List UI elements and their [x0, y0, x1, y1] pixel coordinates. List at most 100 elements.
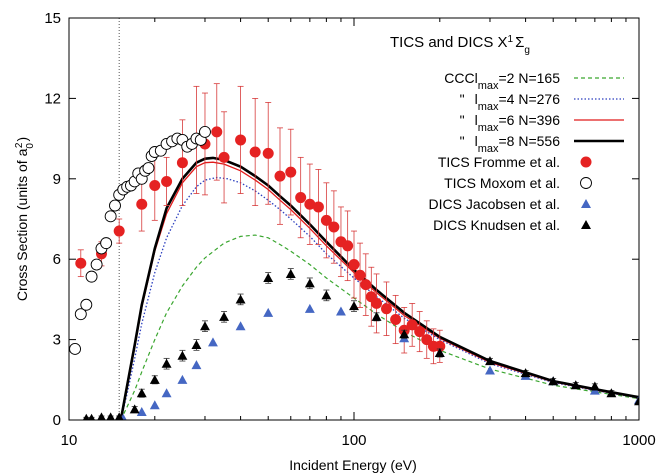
legend-item-l-max-4-n-276: " lmax=4 N=276: [460, 91, 624, 113]
y-tick-label: 3: [53, 332, 61, 349]
legend-label: " lmax=8 N=556: [460, 133, 561, 155]
legend-label-l: l: [475, 91, 478, 107]
data-point: [399, 329, 410, 339]
data-point: [348, 259, 360, 271]
data-point: [336, 306, 346, 316]
legend-title-sub: g: [524, 45, 530, 56]
data-point: [106, 412, 115, 420]
data-point: [113, 225, 125, 237]
y-axis-label-main: Cross Section (units of a: [14, 148, 30, 301]
data-point: [380, 303, 392, 315]
legend-swatch: [580, 177, 592, 189]
y-tick-label: 9: [53, 171, 61, 188]
legend-item-tics-moxom-et-al: TICS Moxom et al.: [444, 175, 592, 191]
legend-label: TICS Fromme et al.: [438, 154, 560, 170]
data-point: [390, 314, 402, 325]
legend-title-prefix: TICS and DICS X: [390, 34, 508, 51]
y-tick-label: 15: [44, 10, 61, 27]
x-tick-label: 10: [61, 432, 78, 449]
legend-items: CCClmax=2 N=165" lmax=4 N=276" lmax=6 N=39…: [428, 70, 624, 233]
data-point: [129, 404, 140, 414]
data-point: [100, 237, 113, 250]
legend-title: TICS and DICS X1 Σg: [390, 34, 530, 56]
data-point: [136, 198, 148, 210]
data-point: [304, 278, 315, 288]
data-point: [177, 374, 188, 384]
data-point: [191, 340, 202, 350]
y-tick-label: 0: [53, 412, 61, 429]
data-point: [263, 307, 274, 317]
legend-label-rest: =4 N=276: [499, 91, 561, 107]
legend-label: DICS Knudsen et al.: [433, 217, 560, 233]
data-point: [208, 337, 218, 347]
legend-label-l: l: [475, 70, 478, 86]
data-point: [149, 374, 160, 384]
data-point: [114, 412, 124, 420]
data-point: [354, 269, 366, 281]
series-dics-knudsen-et-al: [82, 268, 639, 420]
legend-label-l: l: [475, 133, 478, 149]
data-layer: [69, 83, 639, 420]
series-ccc-l-max-2-n-165: [120, 234, 639, 420]
data-point: [235, 294, 246, 304]
y-axis-label-sup: 2: [14, 142, 25, 148]
legend-item-dics-knudsen-et-al: DICS Knudsen et al.: [433, 217, 591, 233]
data-point: [199, 125, 211, 138]
legend-title-sup: 1: [508, 34, 514, 45]
legend-label-rest: =2 N=165: [499, 70, 561, 86]
series-tics-moxom-et-al: [69, 125, 211, 355]
data-point: [149, 400, 160, 410]
data-point: [349, 301, 359, 311]
data-point: [104, 210, 117, 223]
data-point: [177, 350, 188, 360]
series-dics-jacobsen-et-al: [119, 303, 639, 420]
data-point: [161, 358, 172, 368]
axes: 0 3 6 9 12 15 10 100 1000: [44, 10, 655, 449]
x-tick-label: 1000: [622, 432, 655, 449]
legend: TICS and DICS X1 Σg CCClmax=2 N=165" lmax=…: [390, 34, 624, 233]
legend-swatch: [580, 156, 592, 168]
data-point: [262, 147, 274, 159]
data-point: [235, 134, 247, 146]
data-point: [142, 162, 155, 175]
data-point: [634, 396, 639, 406]
data-point: [434, 348, 445, 358]
data-point: [304, 198, 316, 210]
data-point: [219, 311, 230, 321]
data-point: [285, 166, 297, 178]
data-point: [320, 214, 332, 226]
data-point: [88, 413, 96, 420]
legend-item-dics-jacobsen-et-al: DICS Jacobsen et al.: [428, 196, 591, 212]
data-point: [485, 356, 495, 366]
data-point: [90, 258, 103, 271]
y-axis-label-sub: 0: [25, 143, 36, 149]
x-tick-label: 100: [341, 432, 366, 449]
data-point: [161, 388, 172, 398]
y-tick-label: 12: [44, 90, 61, 107]
legend-label: DICS Jacobsen et al.: [428, 196, 560, 212]
data-point: [342, 240, 354, 252]
legend-label-l: l: [475, 112, 478, 128]
data-point: [69, 343, 81, 355]
data-point: [312, 201, 324, 213]
line-l-max-8-n-556: [119, 156, 639, 420]
data-point: [321, 290, 332, 300]
data-point: [136, 407, 147, 417]
data-point: [136, 388, 147, 398]
data-point: [109, 199, 121, 212]
legend-item-l-max-6-n-396: " lmax=6 N=396: [460, 112, 624, 134]
legend-swatch: [581, 220, 591, 229]
line-l-max-4-n-276: [120, 176, 639, 420]
data-point: [328, 221, 340, 233]
y-tick-label: 6: [53, 251, 61, 268]
legend-label: TICS Moxom et al.: [444, 175, 560, 191]
legend-label-sub: max: [478, 101, 499, 113]
data-point: [548, 376, 559, 386]
legend-label-lead: ": [460, 91, 465, 107]
series-tics-fromme-et-al: [75, 83, 446, 365]
data-point: [74, 308, 87, 321]
data-point: [235, 321, 246, 331]
data-point: [97, 412, 106, 420]
legend-label: CCClmax=2 N=165: [444, 70, 560, 92]
